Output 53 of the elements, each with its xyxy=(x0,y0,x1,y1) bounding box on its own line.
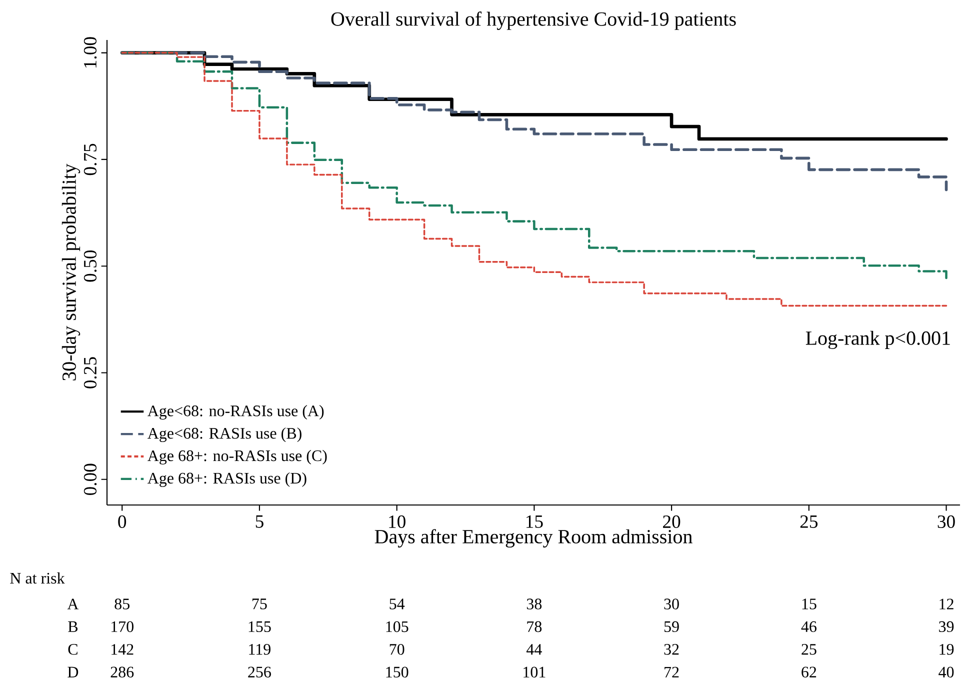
x-tick-label: 20 xyxy=(663,515,680,528)
text: 72 xyxy=(664,666,679,678)
legend-label: Age<68: RASIs use (B) xyxy=(148,427,302,442)
text: 170 xyxy=(112,621,134,632)
text: 150 xyxy=(386,666,408,678)
text: 59 xyxy=(664,621,679,632)
text: 142 xyxy=(112,644,134,655)
text: D xyxy=(68,666,78,678)
text: 78 xyxy=(527,621,542,632)
legend-label: Age<68: no-RASIs use (A) xyxy=(148,405,324,420)
legend-label: Age 68+: no-RASIs use (C) xyxy=(148,450,327,464)
text: 12 xyxy=(940,598,954,610)
chart-title: Overall survival of hypertensive Covid-19 patients xyxy=(331,12,736,30)
text: 46 xyxy=(801,621,816,632)
text: B xyxy=(68,621,78,632)
text: 75 xyxy=(252,598,267,610)
annotation: Log-rank p<0.001 xyxy=(806,330,950,350)
text: 54 xyxy=(390,598,405,610)
text: N at risk xyxy=(10,572,65,584)
text: 30 xyxy=(664,598,679,610)
legend-label: Age 68+: RASIs use (D) xyxy=(148,472,306,487)
x-axis-title: Days after Emergency Room admission xyxy=(374,529,692,548)
y-tick-label: 1.00 xyxy=(84,37,97,68)
text: 62 xyxy=(802,666,816,678)
x-tick-label: 0 xyxy=(118,515,126,528)
text: 256 xyxy=(248,666,271,678)
text: 155 xyxy=(248,621,271,632)
text: 105 xyxy=(386,621,408,632)
y-tick-label: 0.50 xyxy=(84,250,97,282)
x-tick-label: 15 xyxy=(526,515,543,528)
text: 119 xyxy=(249,644,270,655)
x-tick-label: 5 xyxy=(256,515,264,528)
text: 38 xyxy=(526,598,542,610)
text: 19 xyxy=(940,644,954,655)
x-tick-label: 25 xyxy=(800,515,818,528)
x-tick-label: 30 xyxy=(938,515,955,528)
text: 32 xyxy=(664,644,679,655)
text: 15 xyxy=(802,598,816,610)
text: 101 xyxy=(524,666,546,678)
text: C xyxy=(68,644,78,655)
y-tick-label: 0.25 xyxy=(84,357,97,388)
y-axis-title: 30-day survival probability xyxy=(62,164,80,380)
text: 40 xyxy=(938,666,954,678)
y-tick-label: 0.00 xyxy=(84,464,97,496)
text: 44 xyxy=(526,644,542,655)
x-tick-label: 10 xyxy=(389,515,406,528)
text: 25 xyxy=(802,644,816,655)
text: A xyxy=(67,598,79,610)
text: 286 xyxy=(110,666,134,678)
text: 39 xyxy=(939,621,954,632)
text: 85 xyxy=(114,598,130,610)
y-tick-label: 0.75 xyxy=(84,144,97,176)
text: 70 xyxy=(390,644,404,655)
